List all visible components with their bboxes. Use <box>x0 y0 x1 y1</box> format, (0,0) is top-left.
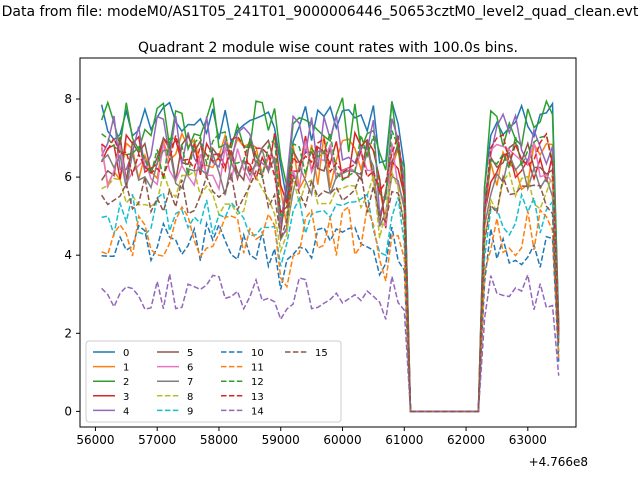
series-lines <box>100 97 560 413</box>
y-axis: 0 2 4 6 8 <box>64 92 80 418</box>
x-tick-label: 63000 <box>509 433 547 447</box>
legend-label-13: 13 <box>251 392 264 403</box>
legend-label-7: 7 <box>187 377 193 388</box>
legend-label-2: 2 <box>123 377 129 388</box>
legend-label-0: 0 <box>123 348 129 359</box>
y-tick-label: 2 <box>64 326 72 340</box>
legend-label-4: 4 <box>123 406 129 417</box>
legend-label-15: 15 <box>315 348 328 359</box>
series-line-10 <box>101 220 560 413</box>
series-line-9 <box>101 191 560 413</box>
legend-label-1: 1 <box>123 363 129 374</box>
plot-frame <box>79 57 577 428</box>
legend-label-6: 6 <box>187 363 193 374</box>
x-offset-label: +4.766e8 <box>529 455 588 469</box>
chart-title: Quadrant 2 module wise count rates with … <box>138 40 518 56</box>
y-tick-label: 6 <box>64 170 72 184</box>
y-tick-label: 0 <box>64 404 72 418</box>
x-tick-label: 60000 <box>323 433 361 447</box>
y-tick-label: 4 <box>64 248 72 262</box>
legend-label-5: 5 <box>187 348 193 359</box>
x-tick-label: 59000 <box>262 433 300 447</box>
legend-label-11: 11 <box>251 363 264 374</box>
legend-label-10: 10 <box>251 348 264 359</box>
x-axis: 56000 57000 58000 59000 60000 61000 62000 63000 <box>76 427 547 447</box>
legend-label-3: 3 <box>123 392 129 403</box>
legend-label-14: 14 <box>251 406 264 417</box>
series-line-14 <box>101 272 560 413</box>
figure-suptitle: Data from file: modeM0/AS1T05_241T01_900… <box>2 4 639 20</box>
y-tick-label: 8 <box>64 92 72 106</box>
x-tick-label: 58000 <box>200 433 238 447</box>
legend-label-8: 8 <box>187 392 193 403</box>
legend-box <box>85 340 342 423</box>
series-line-15 <box>100 170 560 413</box>
x-tick-label: 57000 <box>138 433 176 447</box>
x-tick-label: 61000 <box>385 433 423 447</box>
legend-label-9: 9 <box>187 406 193 417</box>
x-tick-label: 56000 <box>76 433 114 447</box>
legend-label-12: 12 <box>251 377 264 388</box>
x-tick-label: 62000 <box>447 433 485 447</box>
